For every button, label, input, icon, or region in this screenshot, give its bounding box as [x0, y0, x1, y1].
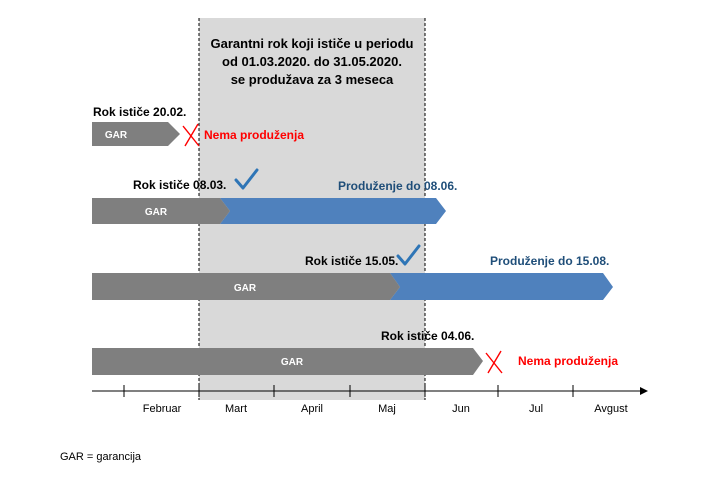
row4-outcome-label: Nema produženja	[518, 354, 618, 368]
row3-bar-label: GAR	[234, 283, 257, 294]
row3-expiry-label: Rok ističe 15.05.	[305, 254, 398, 268]
row3-extension-bar	[390, 273, 613, 300]
timeline-ticks	[123, 385, 574, 397]
row3-outcome-label: Produženje do 15.08.	[490, 254, 609, 268]
row1-gar-bar	[92, 122, 180, 146]
row4-x-mark-icon	[485, 350, 503, 374]
month-label-april: April	[301, 403, 323, 415]
row4-expiry-label: Rok ističe 04.06.	[381, 329, 474, 343]
row1-x-mark-icon	[182, 123, 200, 147]
month-label-jun: Jun	[452, 403, 470, 415]
month-label-maj: Maj	[378, 403, 396, 415]
row1-bar-label: GAR	[105, 130, 128, 141]
row2-expiry-label: Rok ističe 08.03.	[133, 178, 226, 192]
row2-extension-bar	[220, 198, 446, 224]
footnote: GAR = garancija	[60, 451, 142, 463]
month-label-februar: Februar	[143, 403, 182, 415]
month-label-avgust: Avgust	[594, 403, 627, 415]
row1-outcome-label: Nema produženja	[204, 128, 304, 142]
row2-gar-bar	[92, 198, 230, 224]
month-label-mart: Mart	[225, 403, 247, 415]
row4-bar-label: GAR	[281, 357, 304, 368]
row1-expiry-label: Rok ističe 20.02.	[93, 105, 186, 119]
period-text-line-1: Garantni rok koji ističe u periodu	[211, 36, 414, 51]
row4-gar-bar	[92, 348, 483, 375]
month-label-jul: Jul	[529, 403, 543, 415]
row3-gar-bar	[92, 273, 400, 300]
row2-outcome-label: Produženje do 08.06.	[338, 179, 457, 193]
period-text-line-3: se produžava za 3 meseca	[231, 72, 394, 87]
period-text-line-2: od 01.03.2020. do 31.05.2020.	[222, 54, 402, 69]
timeline-arrow-icon	[640, 387, 648, 395]
row3-check-mark-icon	[396, 244, 421, 266]
row2-bar-label: GAR	[145, 207, 168, 218]
row2-check-mark-icon	[234, 168, 259, 190]
